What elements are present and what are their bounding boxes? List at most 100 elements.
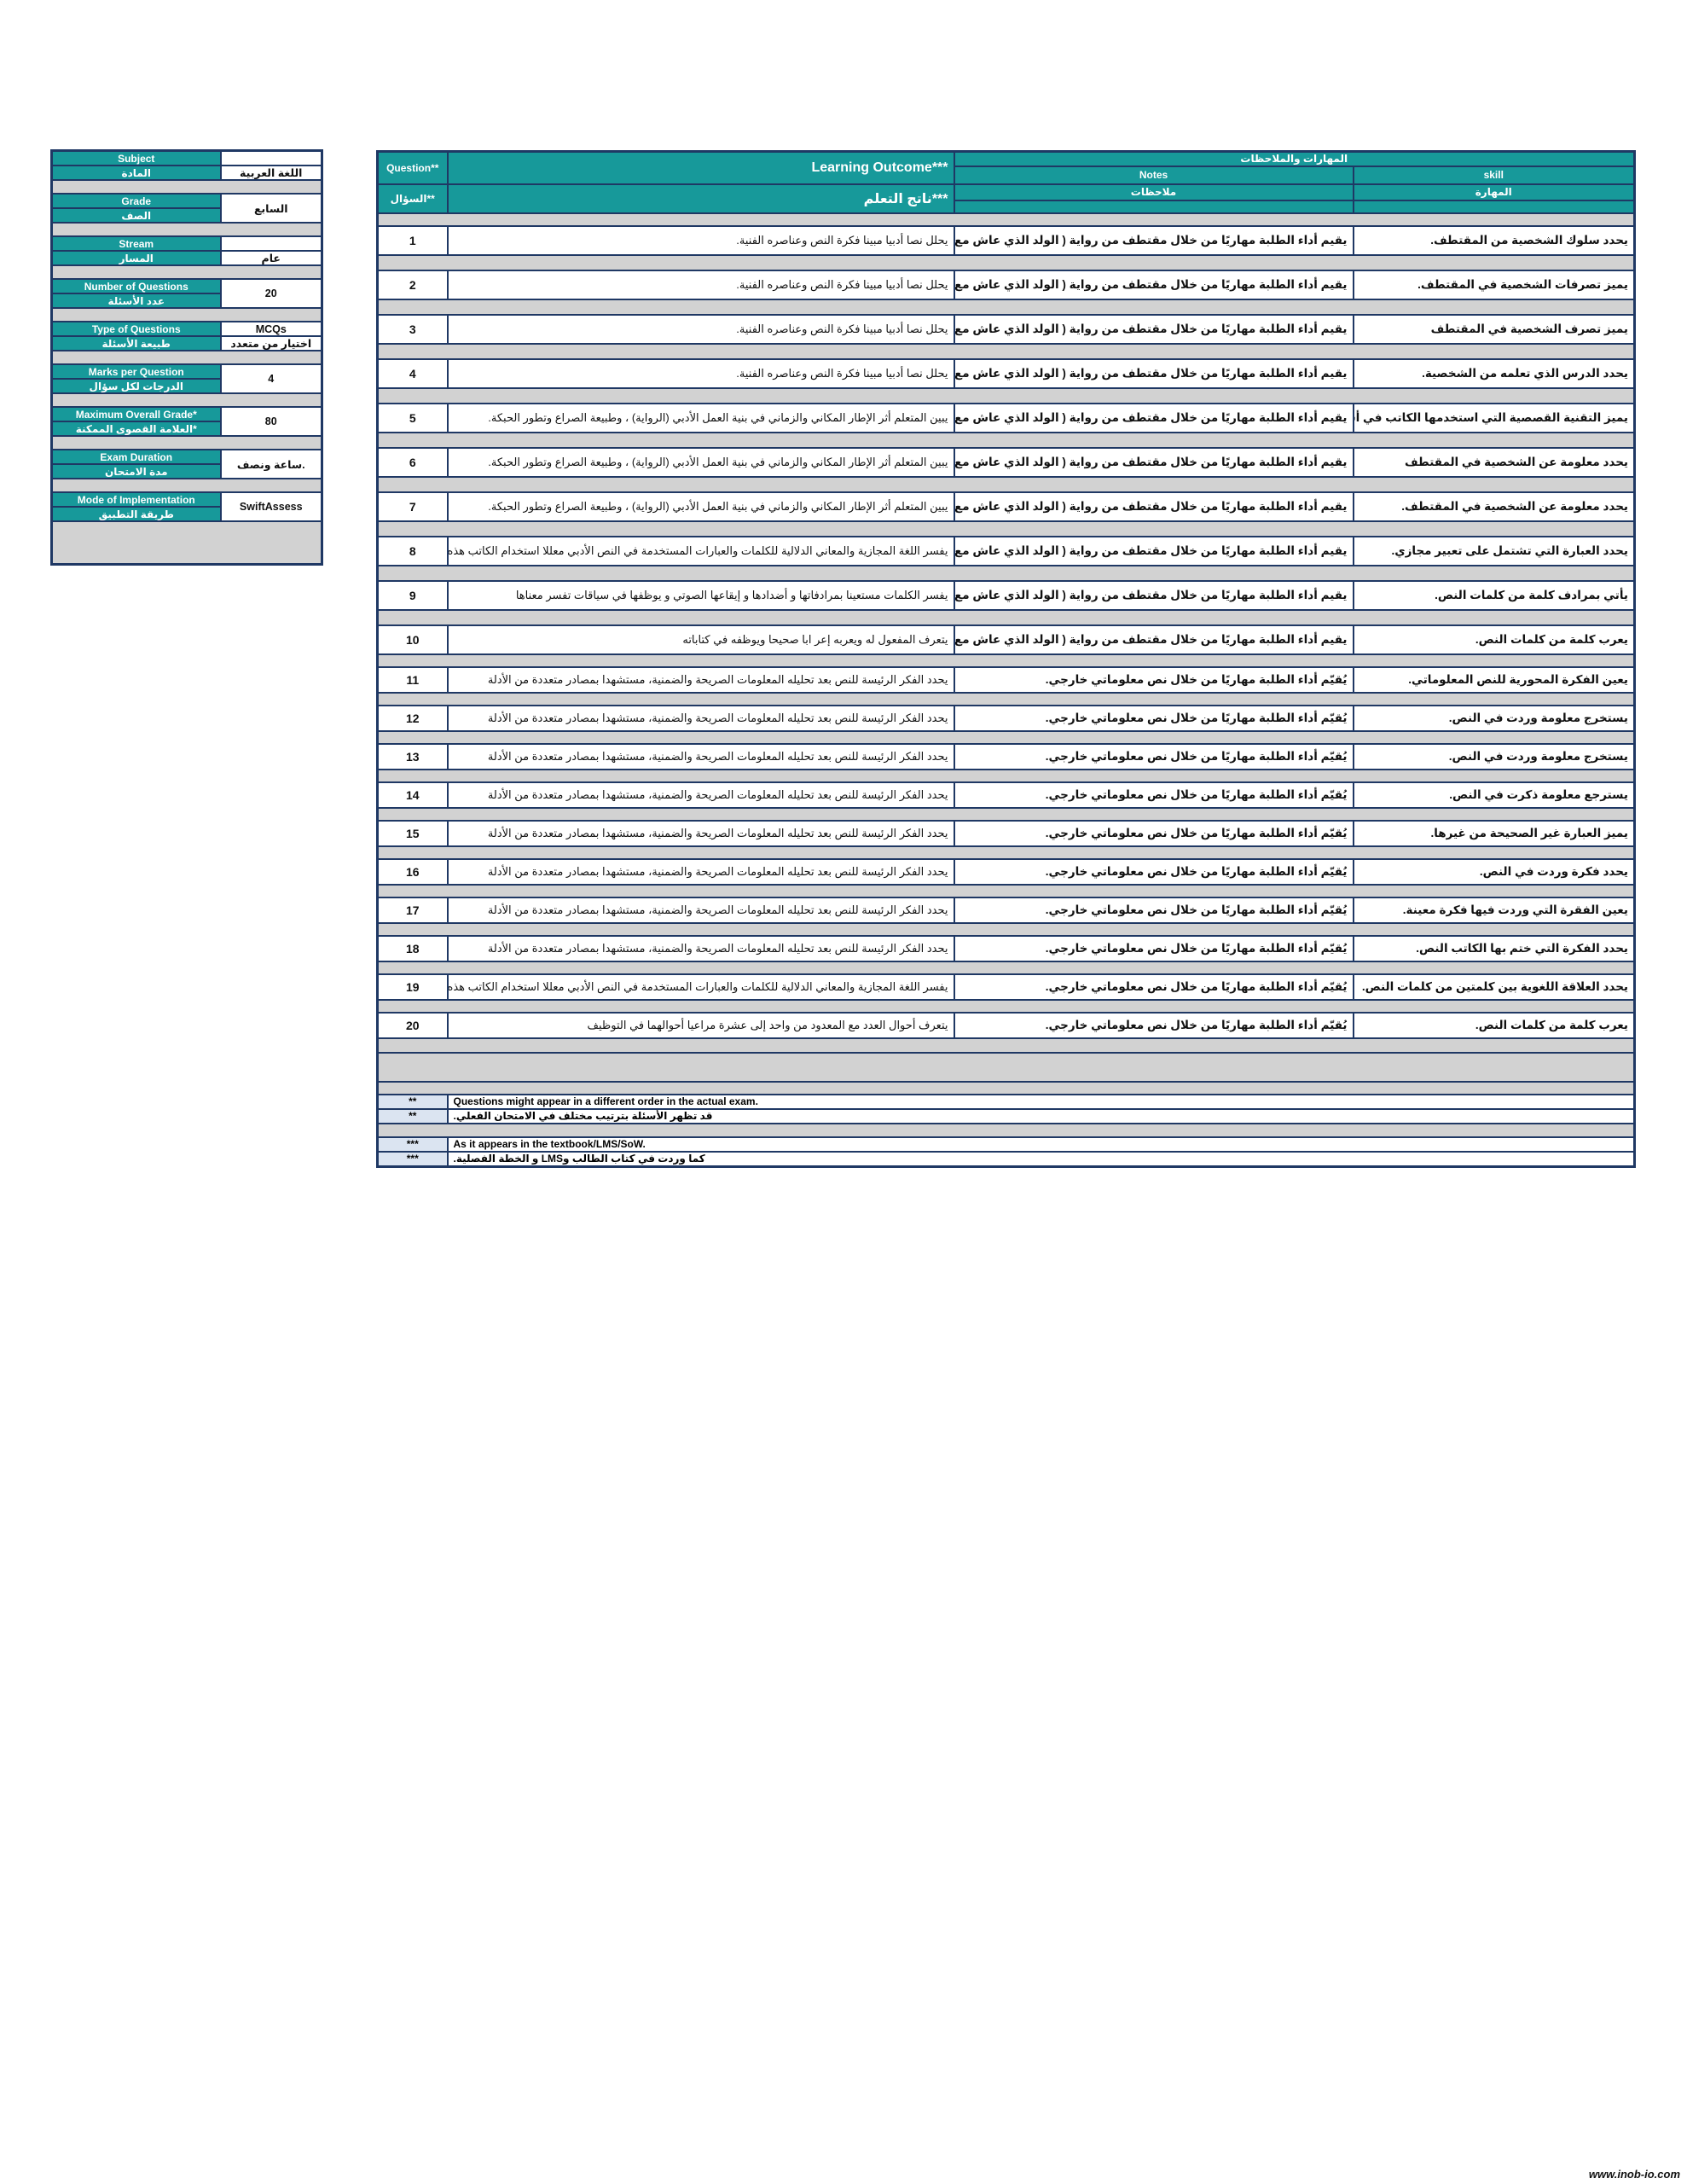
panel-row: Subject: [50, 149, 323, 166]
panel-row: Exam Duration ساعة ونصف.: [50, 449, 323, 479]
learning-outcome: يحدد الفكر الرئيسة للنص بعد تحليله المعل…: [446, 857, 955, 886]
notes: يُقيّم أداء الطلبة مهاريًا من خلال نص مع…: [953, 896, 1354, 924]
question-number: 11: [376, 665, 449, 694]
question-number: 10: [376, 624, 449, 655]
watermark: www.inob-io.com: [1588, 2168, 1680, 2181]
field-label-en: Marks per Question: [50, 363, 222, 380]
notes: يقيم أداء الطلبة مهاريًا من خلال مقتطف م…: [953, 357, 1354, 389]
learning-outcome: يحلل نصا أدبيا مبينا فكرة النص وعناصره ا…: [446, 313, 955, 345]
skill-header-ar: المهارة: [1352, 183, 1636, 201]
spacer-row: [376, 212, 1636, 227]
skill: يحدد معلومة عن الشخصية في المقتطف: [1352, 446, 1636, 478]
question-number: 19: [376, 973, 449, 1001]
panel-row: الصف: [50, 207, 322, 224]
spacer-row: [376, 386, 1636, 404]
notes: يُقيّم أداء الطلبة مهاريًا من خلال نص مع…: [953, 857, 1354, 886]
notes: يقيم أداء الطلبة مهاريًا من خلال مقتطف م…: [953, 446, 1354, 478]
spacer-row: [376, 253, 1636, 271]
learning-outcome: يبين المتعلم أثر الإطار المكاني والزماني…: [446, 402, 955, 433]
panel-row: Number of Questions 20: [50, 278, 323, 309]
notes: يقيم أداء الطلبة مهاريًا من خلال مقتطف م…: [953, 224, 1354, 256]
panel-row: الدرجات لكل سؤال: [50, 378, 322, 394]
table-row: 20 يتعرف أحوال العدد مع المعدود من واحد إ…: [376, 1011, 1636, 1039]
footnote-row: ** قد تظهر الأسئلة بترتيب مختلف في الامتح…: [376, 1107, 1636, 1124]
question-number: 14: [376, 781, 449, 809]
skill: يحدد الدرس الذي تعلمه من الشخصية.: [1352, 357, 1636, 389]
spacer-row: [376, 653, 1636, 668]
table-row: 2 يحلل نصا أدبيا مبينا فكرة النص وعناصره …: [376, 269, 1636, 300]
panel-row: مدة الامتحان: [50, 463, 322, 479]
field-value: SwiftAssess: [219, 491, 323, 522]
spacer: [50, 392, 323, 408]
spacer-row: [376, 431, 1636, 449]
field-label-en: Exam Duration: [50, 449, 222, 465]
table-row: 17 يحدد الفكر الرئيسة للنص بعد تحليله الم…: [376, 896, 1636, 924]
spacer-row: [376, 998, 1636, 1014]
footnote-row: ** Questions might appear in a different …: [376, 1093, 1636, 1110]
learning-outcome: يحدد الفكر الرئيسة للنص بعد تحليله المعل…: [446, 896, 955, 924]
spacer: [50, 478, 323, 493]
learning-outcome: يفسر الكلمات مستعينا بمرادفاتها و أضداده…: [446, 579, 955, 611]
notes-header-en: Notes: [953, 165, 1354, 185]
footnote-mark: ***: [376, 1150, 449, 1167]
question-number: 13: [376, 742, 449, 770]
footnote-mark: ***: [376, 1136, 449, 1153]
learning-outcome: يحدد الفكر الرئيسة للنص بعد تحليله المعل…: [446, 934, 955, 962]
footnote-mark: **: [376, 1093, 449, 1110]
table-row: 12 يحدد الفكر الرئيسة للنص بعد تحليله الم…: [376, 704, 1636, 732]
skill: يعرب كلمة من كلمات النص.: [1352, 624, 1636, 655]
skill-header-en: skill: [1352, 165, 1636, 185]
notes: يقيم أداء الطلبة مهاريًا من خلال مقتطف م…: [953, 313, 1354, 345]
question-number: 9: [376, 579, 449, 611]
notes-header-empty: [953, 199, 1354, 214]
skill: يميز التقنية القصصية التي استخدمها الكات…: [1352, 402, 1636, 433]
field-label-en: Subject: [50, 149, 222, 166]
table-row: 11 يحدد الفكر الرئيسة للنص بعد تحليله الم…: [376, 665, 1636, 694]
field-label-ar: طريقة التطبيق: [50, 506, 222, 522]
table-row: 5 يبين المتعلم أثر الإطار المكاني والزمان…: [376, 402, 1636, 433]
table-row: 16 يحدد الفكر الرئيسة للنص بعد تحليله الم…: [376, 857, 1636, 886]
question-header-ar: السؤال**: [376, 183, 449, 214]
field-label-en: Number of Questions: [50, 278, 222, 294]
spacer: [50, 435, 323, 450]
exam-info-panel: Subject المادة اللغة العربية Grade السابع الص…: [50, 149, 323, 566]
spacer: [50, 264, 323, 280]
learning-outcome: يحلل نصا أدبيا مبينا فكرة النص وعناصره ا…: [446, 224, 955, 256]
table-row: 14 يحدد الفكر الرئيسة للنص بعد تحليله الم…: [376, 781, 1636, 809]
field-value-ar: عام: [219, 250, 323, 266]
table-row: 19 يفسر اللغة المجازية والمعاني الدلالية …: [376, 973, 1636, 1001]
spacer-row: [376, 1037, 1636, 1054]
table-row: 10 يتعرف المفعول له ويعربه إعر ابا صحيحا …: [376, 624, 1636, 655]
panel-row: Marks per Question 4: [50, 363, 323, 394]
panel-row: عدد الأسئلة: [50, 293, 322, 309]
spacer-row: [376, 921, 1636, 937]
field-label-ar: طبيعة الأسئلة: [50, 335, 222, 351]
panel-row: Type of Questions MCQs: [50, 321, 323, 337]
skill: يعين الفكرة المحورية للنص المعلوماتي.: [1352, 665, 1636, 694]
panel-row: Stream: [50, 235, 323, 252]
field-value-ar: اختيار من متعدد: [219, 335, 323, 351]
skill: يحدد الفكرة التي ختم بها الكاتب النص.: [1352, 934, 1636, 962]
question-number: 3: [376, 313, 449, 345]
field-label-ar: العلامة القصوى الممكنة*: [50, 421, 222, 437]
panel-row: Mode of Implementation SwiftAssess: [50, 491, 323, 522]
question-number: 15: [376, 819, 449, 847]
skill: يستخرج معلومة وردت في النص.: [1352, 742, 1636, 770]
footnote-text: As it appears in the textbook/LMS/SoW.: [446, 1136, 1636, 1153]
panel-row: المادة اللغة العربية: [50, 165, 323, 181]
spacer-row: [376, 342, 1636, 360]
field-label-ar: المادة: [50, 165, 222, 181]
notes: يُقيّم أداء الطلبة مهاريًا من خلال نص مع…: [953, 973, 1354, 1001]
footnote-text: Questions might appear in a different or…: [446, 1093, 1636, 1110]
spacer-row: [376, 960, 1636, 975]
table-row: 6 يبين المتعلم أثر الإطار المكاني والزمان…: [376, 446, 1636, 478]
question-number: 16: [376, 857, 449, 886]
exam-specification-table: Question** Learning Outcome*** المهارات …: [376, 150, 1636, 1168]
table-row: 4 يحلل نصا أدبيا مبينا فكرة النص وعناصره …: [376, 357, 1636, 389]
learning-outcome: يحدد الفكر الرئيسة للنص بعد تحليله المعل…: [446, 819, 955, 847]
question-number: 2: [376, 269, 449, 300]
notes: يقيم أداء الطلبة مهاريًا من خلال مقتطف م…: [953, 579, 1354, 611]
notes: يُقيّم أداء الطلبة مهاريًا من خلال نص مع…: [953, 1011, 1354, 1039]
learning-outcome: يفسر اللغة المجازية والمعاني الدلالية لل…: [446, 535, 955, 566]
notes: يُقيّم أداء الطلبة مهاريًا من خلال نص مع…: [953, 704, 1354, 732]
